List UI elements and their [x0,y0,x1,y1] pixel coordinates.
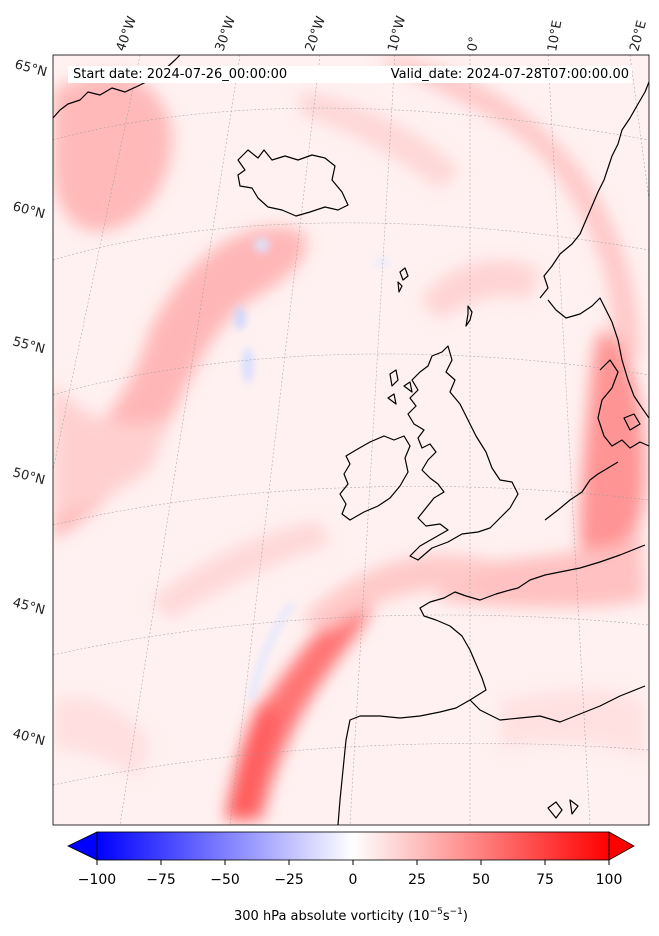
start-date-annotation: Start date: 2024-07-26_00:00:00 [68,66,368,83]
colorbar-tick-label: 25 [408,872,426,888]
iceland-coast [237,149,349,217]
netherlands-germany [544,461,619,521]
lon-label: 10°W [385,14,409,53]
lon-label: 30°W [213,14,239,53]
graticule [53,55,649,825]
colorbar-gradient [97,832,609,860]
lat-label: 60°N [11,199,47,222]
lon-label: 20°W [303,14,329,53]
norway-coast [539,81,649,299]
corsica [547,799,579,819]
map-frame [52,54,650,826]
faroes [397,267,409,293]
lat-label: 45°N [11,595,47,618]
colorbar-tick-label: −100 [78,872,116,888]
colorbar-ticks: −100 −75 −50 −25 0 25 50 75 100 [78,860,623,888]
colorbar-tick-label: 100 [596,872,623,888]
lat-label: 55°N [11,334,47,357]
colorbar-label: 300 hPa absolute vorticity (10−5s−1) [234,907,468,924]
coastlines [53,55,649,825]
valid-date-text: Valid_date: 2024-07-28T07:00:00.00 [390,67,629,82]
colorbar-max-extension [608,831,635,861]
sweden-denmark [597,321,649,449]
colorbar-tick-label: 50 [472,872,490,888]
lon-label: 20°E [627,19,650,53]
colorbar-tick-label: −25 [274,872,304,888]
map-panel [53,55,649,825]
lon-label: 0° [465,36,482,53]
colorbar-min-extension [67,831,98,861]
latitude-labels: 65°N 60°N 55°N 50°N 45°N 40°N [11,57,49,749]
lat-label: 65°N [13,57,49,80]
hebrides [387,369,413,405]
colorbar-tick-label: −75 [146,872,176,888]
denmark-islands [623,413,641,431]
ireland-coast [339,435,411,521]
europe-coast [337,544,646,825]
longitude-labels: 40°W 30°W 20°W 10°W 0° 10°E 20°E [114,14,650,53]
lat-label: 50°N [11,465,47,488]
colorbar-tick-label: 0 [349,872,358,888]
shetland [465,305,473,327]
vorticity-field [53,55,645,820]
lon-label: 40°W [114,14,140,53]
lon-label: 10°E [545,19,565,52]
start-date-text: Start date: 2024-07-26_00:00:00 [73,67,288,82]
colorbar-tick-label: 75 [536,872,554,888]
vorticity-negative-areas [234,237,390,700]
lat-label: 40°N [11,726,47,749]
colorbar-tick-label: −50 [210,872,240,888]
great-britain-coast [407,345,519,561]
mediterranean-coast [469,685,646,723]
valid-date-annotation: Valid_date: 2024-07-28T07:00:00.00 [368,66,632,83]
colorbar: −100 −75 −50 −25 0 25 50 75 100 300 hPa absolute… [67,831,635,924]
norway-south [547,297,613,323]
